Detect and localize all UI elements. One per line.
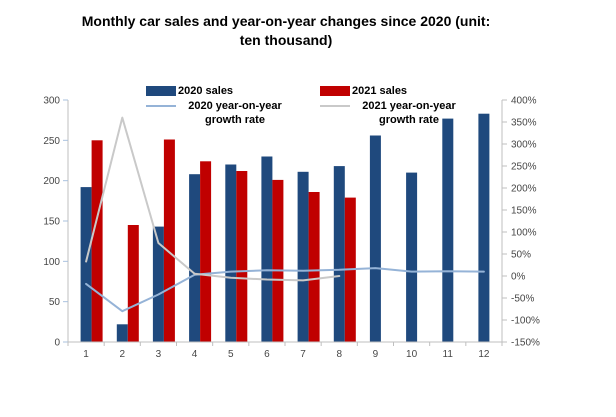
- bar-2020-sales-month-2: [116, 324, 128, 342]
- left-axis-tick-label: 0: [54, 338, 60, 349]
- bar-2021-sales-month-3: [163, 139, 175, 342]
- legend-item-2020-sales: 2020 sales: [146, 84, 298, 98]
- x-axis-tick-label: 7: [300, 349, 306, 360]
- chart-legend: 2020 sales 2020 year-on-year growth rate…: [146, 84, 472, 127]
- bar-2020-sales-month-7: [297, 171, 309, 342]
- x-axis-tick-label: 5: [228, 349, 234, 360]
- bar-2020-sales-month-11: [442, 118, 454, 342]
- legend-swatch-2021-sales-icon: [320, 86, 350, 96]
- right-axis-tick-label: 400%: [511, 96, 537, 107]
- x-axis-tick-label: 10: [406, 349, 418, 360]
- x-axis-tick-label: 1: [83, 349, 89, 360]
- legend-swatch-2020-sales-icon: [146, 86, 176, 96]
- chart-title: Monthly car sales and year-on-year chang…: [0, 12, 572, 50]
- bar-2020-sales-month-5: [225, 164, 237, 342]
- right-axis-tick-label: 100%: [511, 228, 537, 239]
- bar-2021-sales-month-7: [308, 192, 320, 342]
- x-axis-tick-label: 4: [192, 349, 198, 360]
- legend-item-2020-growth: 2020 year-on-year growth rate: [146, 99, 298, 127]
- bar-2020-sales-month-3: [152, 226, 164, 342]
- left-axis-tick-label: 300: [43, 96, 60, 107]
- bar-2021-sales-month-1: [91, 140, 103, 342]
- x-axis-tick-label: 3: [156, 349, 162, 360]
- bar-2020-sales-month-6: [261, 156, 273, 342]
- x-axis-tick-label: 12: [478, 349, 490, 360]
- legend-item-2021-growth: 2021 year-on-year growth rate: [320, 99, 472, 127]
- bar-2021-sales-month-6: [272, 179, 284, 342]
- bar-2021-sales-month-5: [236, 171, 248, 342]
- legend-line-2020-growth-icon: [146, 105, 176, 107]
- chart-title-line1: Monthly car sales and year-on-year chang…: [81, 13, 491, 29]
- right-axis-tick-label: 150%: [511, 206, 537, 217]
- bar-2020-sales-month-9: [369, 135, 381, 342]
- right-axis-tick-label: -100%: [511, 316, 540, 327]
- right-axis-tick-label: 250%: [511, 162, 537, 173]
- bar-2021-sales-month-2: [127, 225, 139, 342]
- x-axis-tick-label: 11: [443, 349, 454, 360]
- right-axis-tick-label: -150%: [511, 338, 540, 349]
- x-axis-tick-label: 2: [119, 349, 125, 360]
- right-axis-tick-label: 50%: [511, 250, 531, 261]
- left-axis-tick-label: 250: [43, 136, 60, 147]
- bar-2021-sales-month-4: [200, 161, 212, 342]
- legend-label-2021-growth: 2021 year-on-year growth rate: [362, 100, 456, 126]
- bar-2020-sales-month-4: [189, 174, 201, 342]
- x-axis-tick-label: 6: [264, 349, 270, 360]
- legend-label-2021-sales: 2021 sales: [352, 85, 408, 97]
- legend-column-2020: 2020 sales 2020 year-on-year growth rate: [146, 84, 298, 127]
- legend-line-2021-growth-icon: [320, 105, 350, 107]
- legend-item-2021-sales: 2021 sales: [320, 84, 472, 98]
- left-axis-tick-label: 150: [43, 217, 60, 228]
- bar-2020-sales-month-1: [80, 187, 92, 342]
- right-axis-tick-label: 350%: [511, 118, 537, 129]
- legend-label-2020-sales: 2020 sales: [178, 85, 234, 97]
- right-axis-tick-label: -50%: [511, 294, 534, 305]
- chart-title-line2: ten thousand): [239, 32, 333, 48]
- right-axis-tick-label: 200%: [511, 184, 537, 195]
- legend-label-2020-growth: 2020 year-on-year growth rate: [188, 100, 282, 126]
- right-axis-tick-label: 300%: [511, 140, 537, 151]
- right-axis-tick-label: 0%: [511, 272, 526, 283]
- bar-2020-sales-month-12: [478, 113, 490, 342]
- bar-2020-sales-month-10: [406, 172, 418, 342]
- left-axis-tick-label: 100: [43, 257, 60, 268]
- line-2020-year-on-year-growth-rate: [85, 267, 485, 313]
- legend-column-2021: 2021 sales 2021 year-on-year growth rate: [320, 84, 472, 127]
- line-2021-year-on-year-growth-rate: [85, 116, 341, 282]
- left-axis-tick-label: 200: [43, 176, 60, 187]
- x-axis-tick-label: 8: [336, 349, 342, 360]
- bar-2020-sales-month-8: [333, 166, 345, 342]
- x-axis-tick-label: 9: [373, 349, 379, 360]
- left-axis-tick-label: 50: [49, 297, 61, 308]
